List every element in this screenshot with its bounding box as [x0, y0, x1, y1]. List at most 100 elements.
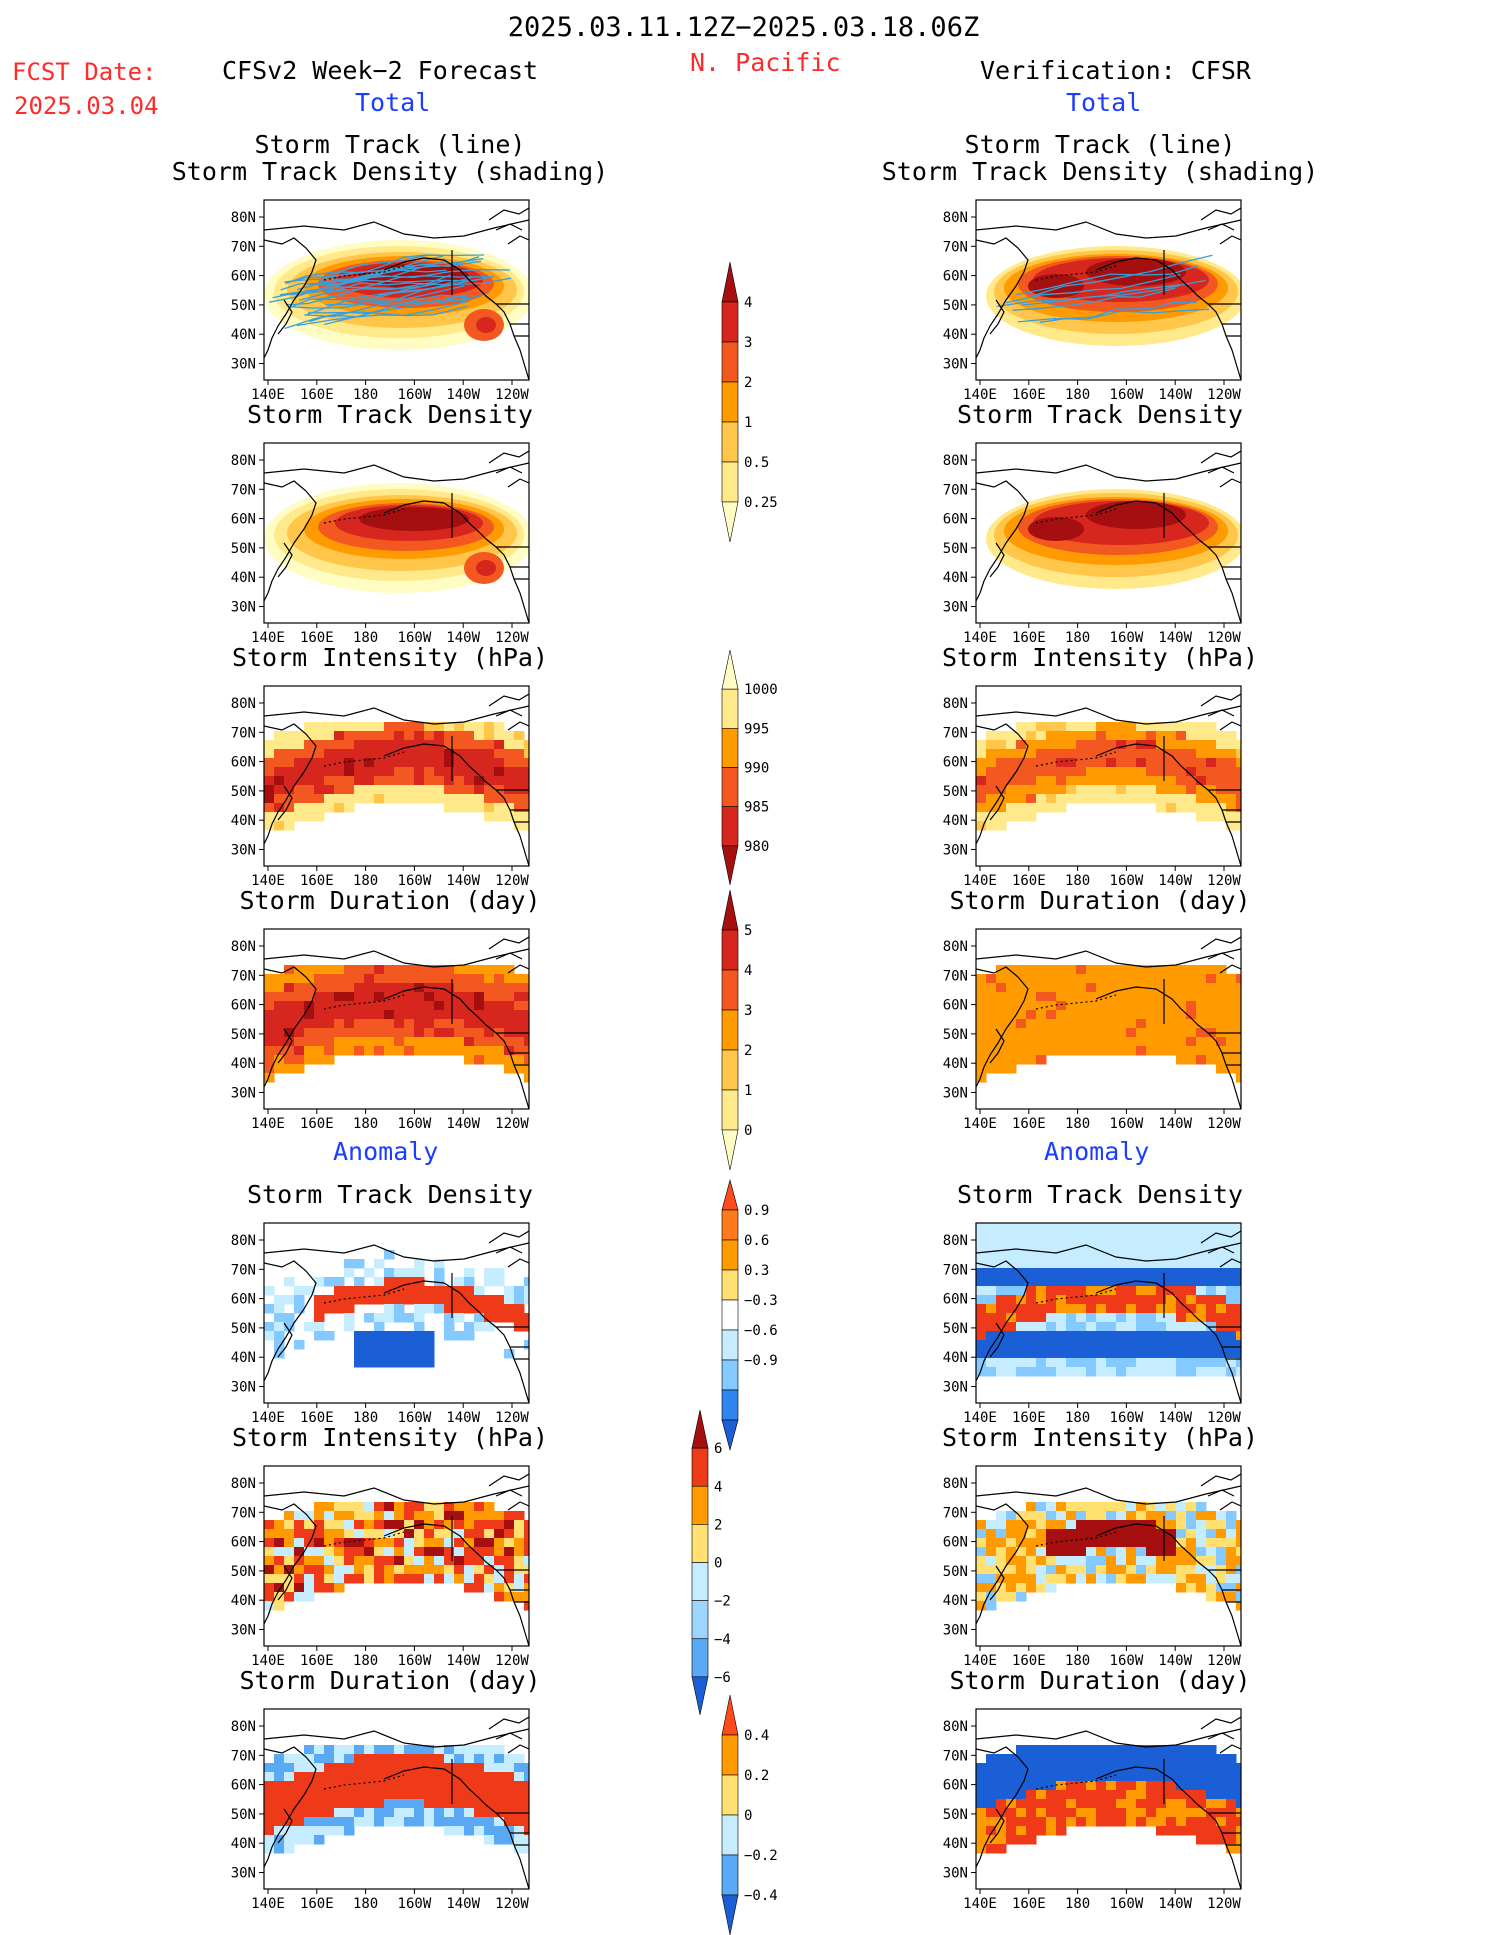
- colorbar-label: 0.3: [744, 1263, 769, 1279]
- shade-cell: [1006, 1223, 1017, 1233]
- lat-tick-label: 60N: [231, 1778, 256, 1794]
- shade-cell: [294, 1286, 305, 1296]
- north-america-coast: [383, 1523, 529, 1646]
- shade-cell: [1146, 1331, 1157, 1341]
- lon-tick-label: 160W: [1110, 387, 1144, 403]
- shade-cell: [1216, 1367, 1227, 1377]
- shade-cell: [324, 1538, 335, 1548]
- shade-cell: [1026, 974, 1037, 984]
- shade-cell: [1066, 1367, 1077, 1377]
- shade-cell: [274, 1772, 285, 1782]
- shade-cell: [1046, 776, 1057, 786]
- shade-cell: [1056, 1358, 1067, 1368]
- shade-cell: [1176, 1583, 1187, 1593]
- storm-track-line: [1012, 287, 1176, 311]
- lon-tick-label: 180: [353, 387, 378, 403]
- shade-cell: [1146, 1565, 1157, 1575]
- shade-cell: [1116, 740, 1127, 750]
- shade-cell: [1216, 1574, 1227, 1584]
- shade-cell: [996, 1277, 1007, 1287]
- shade-cell: [1076, 1556, 1087, 1566]
- shade-cell: [524, 1547, 529, 1557]
- lon-tick-label: 160E: [300, 1896, 334, 1912]
- shade-cell: [464, 1502, 475, 1512]
- shade-cell: [1056, 1808, 1067, 1818]
- shade-cell: [1116, 1277, 1127, 1287]
- shade-cell: [1226, 803, 1237, 813]
- shade-cell: [464, 803, 475, 813]
- shade-cell: [1166, 1358, 1177, 1368]
- shade-cell: [1166, 1817, 1177, 1827]
- shade-cell: [1176, 803, 1187, 813]
- shade-cell: [444, 1556, 455, 1566]
- shade-cell: [1066, 1232, 1077, 1242]
- shade-cell: [1026, 1502, 1037, 1512]
- shade-cell: [1056, 1799, 1067, 1809]
- storm-track-line: [324, 292, 490, 326]
- shade-cell: [1156, 1268, 1167, 1278]
- lon-tick-label: 120W: [495, 387, 529, 403]
- shade-cell: [1026, 812, 1037, 822]
- left-total-density-title: Storm Track Density: [247, 400, 533, 429]
- shade-cell: [354, 1046, 365, 1056]
- shade-cell: [1076, 1019, 1087, 1029]
- shade-cell: [1166, 1259, 1177, 1269]
- shade-cell: [454, 1295, 465, 1305]
- shade-cell: [1056, 974, 1067, 984]
- shade-cell: [1056, 1529, 1067, 1539]
- storm-track-line: [292, 285, 465, 309]
- lat-tick-label: 60N: [943, 1292, 968, 1308]
- shade-cell: [294, 1547, 305, 1557]
- shade-cell: [1206, 1781, 1217, 1791]
- shade-cell: [1116, 974, 1127, 984]
- shade-cell: [504, 776, 515, 786]
- shade-cell: [986, 1286, 997, 1296]
- shade-cell: [986, 1046, 997, 1056]
- shade-cell: [986, 1250, 997, 1260]
- shade-cell: [1076, 1322, 1087, 1332]
- shade-cell: [274, 1028, 285, 1038]
- shade-cell: [976, 1277, 987, 1287]
- density-contour: [476, 560, 496, 576]
- shade-cell: [494, 1019, 505, 1029]
- map-content: [264, 1230, 529, 1403]
- shade-cell: [524, 1538, 529, 1548]
- shade-cell: [334, 1019, 345, 1029]
- shade-cell: [976, 1037, 987, 1047]
- shade-cell: [454, 776, 465, 786]
- shade-cell: [514, 1556, 525, 1566]
- shade-cell: [1056, 785, 1067, 795]
- shade-cell: [324, 803, 335, 813]
- shade-cell: [444, 1529, 455, 1539]
- shade-cell: [304, 1745, 315, 1755]
- lat-tick-label: 40N: [943, 570, 968, 586]
- right-anomaly-label: Anomaly: [1044, 1137, 1150, 1166]
- shade-cell: [976, 1808, 987, 1818]
- shade-cell: [444, 1295, 455, 1305]
- lat-tick-label: 70N: [943, 1262, 968, 1278]
- shade-cell: [294, 1808, 305, 1818]
- shade-cell: [996, 974, 1007, 984]
- shade-cell: [1236, 1547, 1241, 1557]
- lon-tick-label: 140E: [963, 1896, 997, 1912]
- shade-cell: [1206, 1511, 1217, 1521]
- shade-cell: [484, 812, 495, 822]
- shade-cell: [414, 785, 425, 795]
- shade-cell: [1046, 992, 1057, 1002]
- lon-tick-label: 140W: [1158, 1410, 1192, 1426]
- shade-cell: [986, 1538, 997, 1548]
- shade-cell: [284, 1277, 295, 1287]
- shade-cell: [274, 1322, 285, 1332]
- shade-cell: [364, 1331, 375, 1341]
- lon-tick-label: 140E: [963, 873, 997, 889]
- shade-cell: [394, 1046, 405, 1056]
- shade-cell: [1126, 1046, 1137, 1056]
- shade-cell: [976, 1538, 987, 1548]
- shade-cell: [1026, 1790, 1037, 1800]
- lat-tick-label: 60N: [943, 755, 968, 771]
- shade-cell: [384, 1019, 395, 1029]
- shade-cell: [354, 1502, 365, 1512]
- shade-cell: [324, 1817, 335, 1827]
- shade-cell: [294, 1511, 305, 1521]
- shade-cell: [976, 974, 987, 984]
